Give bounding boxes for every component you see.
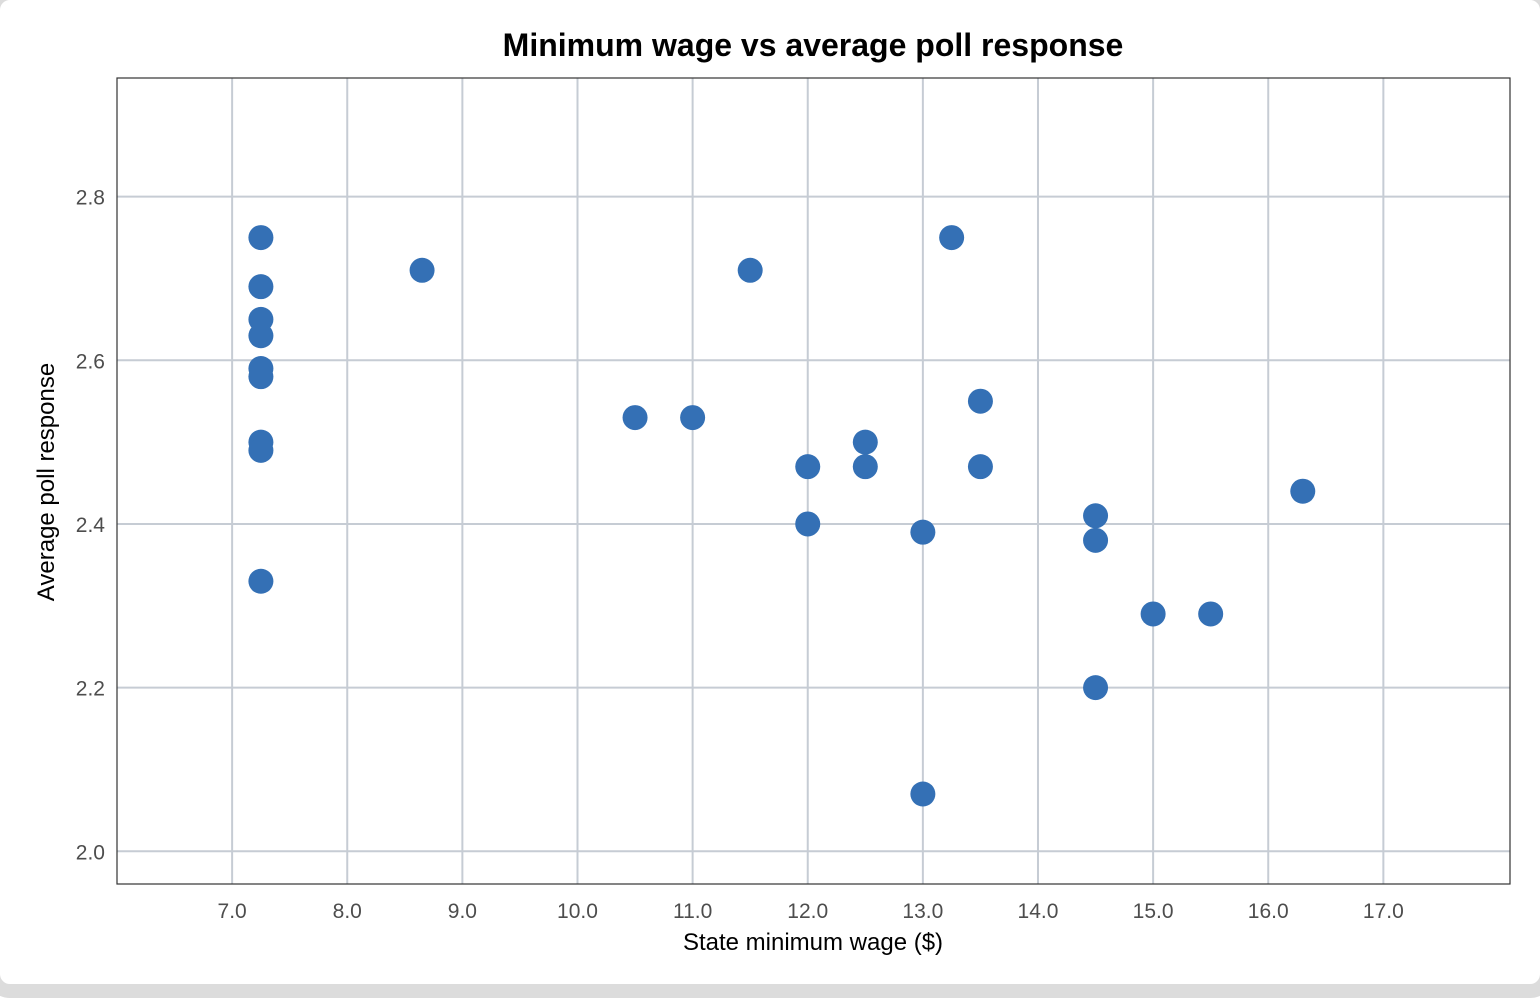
x-tick-label: 15.0: [1133, 900, 1174, 923]
x-tick-label: 16.0: [1248, 900, 1289, 923]
y-axis-label: Average poll response: [33, 363, 60, 601]
data-point: [910, 781, 936, 807]
data-point: [680, 405, 706, 431]
x-tick-label: 12.0: [787, 900, 828, 923]
data-point: [248, 364, 274, 390]
x-tick-label: 10.0: [557, 900, 598, 923]
x-tick-label: 14.0: [1018, 900, 1059, 923]
data-point: [248, 274, 274, 300]
data-point: [622, 405, 648, 431]
chart-title: Minimum wage vs average poll response: [503, 27, 1124, 63]
data-point: [852, 429, 878, 455]
data-points: [248, 225, 1316, 807]
data-point: [1290, 478, 1316, 504]
data-point: [939, 225, 965, 251]
tick-labels: 7.0 8.0 9.0 10.0 11.0 12.0 13.0 14.0 15.0 16.0 17.…: [76, 187, 1404, 923]
data-point: [967, 454, 993, 480]
data-point: [248, 225, 274, 251]
x-axis-label: State minimum wage ($): [683, 929, 943, 956]
x-tick-label: 8.0: [333, 900, 362, 923]
data-point: [248, 323, 274, 349]
data-point: [409, 257, 435, 283]
y-tick-label: 2.8: [76, 187, 105, 210]
data-point: [852, 454, 878, 480]
data-point: [1198, 601, 1224, 627]
data-point: [1083, 527, 1109, 553]
data-point: [795, 454, 821, 480]
data-point: [967, 388, 993, 414]
x-tick-label: 11.0: [673, 900, 712, 923]
plot-panel-border: [116, 77, 1511, 885]
data-point: [737, 257, 763, 283]
y-tick-label: 2.4: [76, 514, 106, 537]
data-point: [1083, 503, 1109, 529]
x-tick-label: 9.0: [448, 900, 477, 923]
x-tick-label: 17.0: [1363, 900, 1404, 923]
data-point: [1083, 675, 1109, 701]
data-point: [1140, 601, 1166, 627]
y-tick-label: 2.6: [76, 350, 105, 373]
x-tick-label: 13.0: [902, 900, 943, 923]
data-point: [248, 568, 274, 594]
y-tick-label: 2.0: [76, 841, 105, 864]
y-tick-label: 2.2: [76, 678, 105, 701]
data-point: [248, 437, 274, 463]
x-tick-label: 7.0: [218, 900, 247, 923]
data-point: [795, 511, 821, 537]
data-point: [910, 519, 936, 545]
